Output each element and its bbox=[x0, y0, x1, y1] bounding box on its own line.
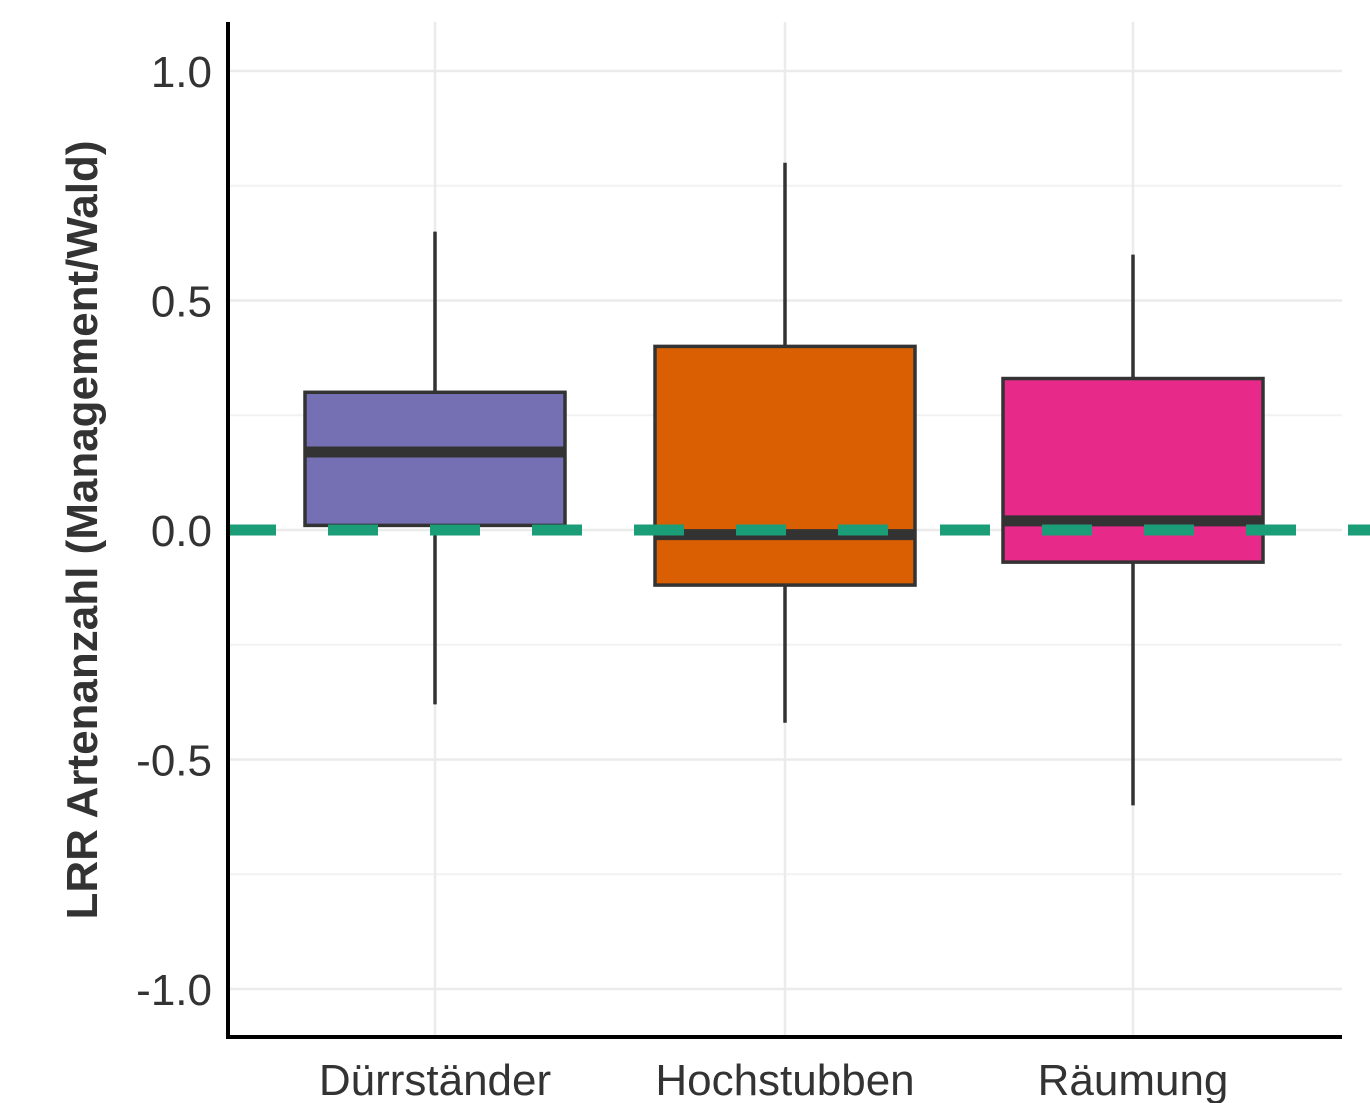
x-tick-label: Dürrständer bbox=[319, 1056, 551, 1103]
y-tick-label: 1.0 bbox=[151, 48, 212, 97]
box-2 bbox=[653, 162, 917, 723]
axes: -1.0 -0.5 0.0 0.5 1.0 Dürrständer Hochstubben R… bbox=[136, 22, 1342, 1103]
box-iqr bbox=[303, 390, 567, 528]
y-tick-label: -0.5 bbox=[136, 737, 212, 786]
x-tick-label: Räumung bbox=[1038, 1056, 1229, 1103]
y-tick-label: 0.0 bbox=[151, 507, 212, 556]
boxes bbox=[303, 162, 1265, 806]
y-tick-label: 0.5 bbox=[151, 278, 212, 327]
box-iqr bbox=[653, 344, 917, 587]
y-tick-label: -1.0 bbox=[136, 966, 212, 1015]
y-axis-title: LRR Artenanzahl (Management/Wald) bbox=[58, 140, 107, 919]
x-tick-label: Hochstubben bbox=[655, 1056, 914, 1103]
box-1 bbox=[303, 231, 567, 705]
